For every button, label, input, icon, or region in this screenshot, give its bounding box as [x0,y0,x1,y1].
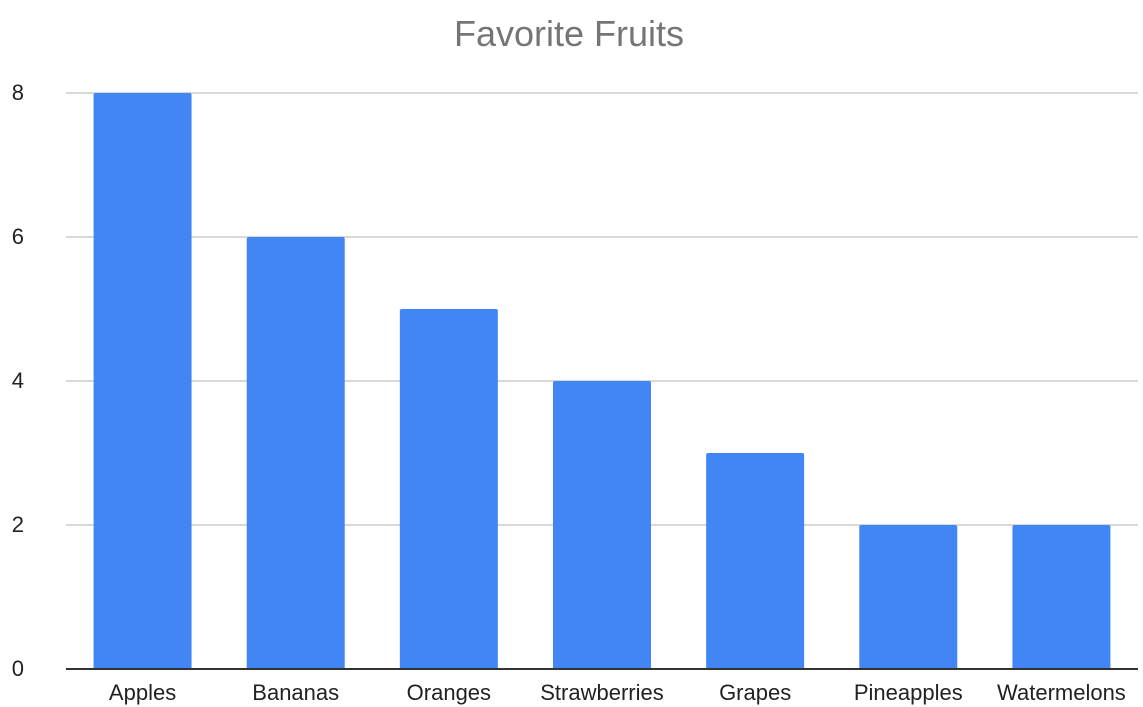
x-tick-label: Oranges [407,680,491,705]
x-tick-label: Apples [109,680,176,705]
bar-pineapples [859,525,958,669]
y-tick-label: 8 [12,80,24,105]
bar-bananas [246,237,345,669]
y-tick-label: 6 [12,224,24,249]
x-tick-label: Bananas [252,680,339,705]
x-tick-label: Watermelons [997,680,1126,705]
bar-oranges [399,309,498,669]
x-tick-label: Strawberries [540,680,663,705]
y-tick-label: 2 [12,512,24,537]
y-tick-label: 4 [12,368,24,393]
chart-title: Favorite Fruits [454,13,684,54]
bar-watermelons [1012,525,1111,669]
bar-grapes [706,453,805,669]
bar-strawberries [552,381,652,669]
y-tick-label: 0 [12,656,24,681]
bar-apples [93,93,192,669]
y-axis-tick-labels: 0 2 4 6 8 [12,80,24,681]
x-tick-label: Grapes [719,680,791,705]
bars [93,93,1111,669]
x-axis-tick-labels: Apples Bananas Oranges Strawberries Grapes Pi… [109,680,1126,705]
x-tick-label: Pineapples [854,680,963,705]
